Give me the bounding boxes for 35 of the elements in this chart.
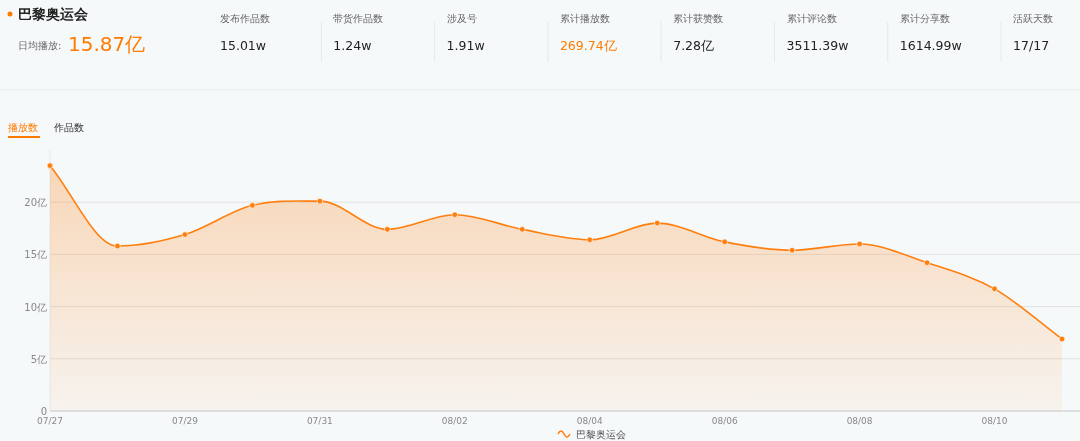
legend-label: 巴黎奥运会 [576, 429, 626, 440]
text: 涉及号 [446, 13, 477, 24]
text: 3511.39w [786, 38, 849, 53]
text: 15.01w [220, 38, 267, 53]
x-tick-label: 08/04 [576, 416, 603, 426]
text: 巴黎奥运会 [18, 6, 89, 22]
text: 1.24w [333, 38, 372, 53]
text: 活跃天数 [1013, 13, 1054, 24]
y-tick-label: 20亿 [24, 197, 47, 209]
x-tick-label: 07/29 [171, 416, 199, 426]
text: 累计评论数 [786, 13, 837, 24]
text: 269.74亿 [559, 38, 617, 53]
text: 播放数 [8, 122, 38, 133]
text: 累计播放数 [559, 13, 610, 24]
y-tick-label: 5亿 [30, 353, 47, 365]
text: 日均播放: [18, 40, 62, 51]
text: 1614.99w [899, 38, 962, 53]
y-tick-label: 0 [40, 406, 47, 417]
text: 累计获赞数 [673, 13, 724, 24]
x-tick-label: 07/31 [306, 416, 333, 426]
text: 15.87亿 [68, 32, 146, 56]
x-tick-label: 08/06 [711, 416, 738, 426]
text: 1.91w [446, 38, 485, 53]
text: 7.28亿 [673, 38, 715, 53]
text: 17/17 [1013, 38, 1050, 53]
text: 带货作品数 [333, 13, 384, 24]
y-tick-label: 15亿 [24, 249, 47, 261]
x-tick-label: 07/27 [37, 416, 63, 426]
text: 累计分享数 [899, 13, 950, 24]
x-tick-label: 08/10 [981, 416, 1008, 426]
text: 发布作品数 [220, 13, 270, 24]
y-tick-label: 10亿 [24, 301, 47, 313]
x-tick-label: 08/08 [846, 416, 873, 426]
text: 作品数 [53, 122, 84, 133]
x-tick-label: 08/02 [441, 416, 468, 426]
